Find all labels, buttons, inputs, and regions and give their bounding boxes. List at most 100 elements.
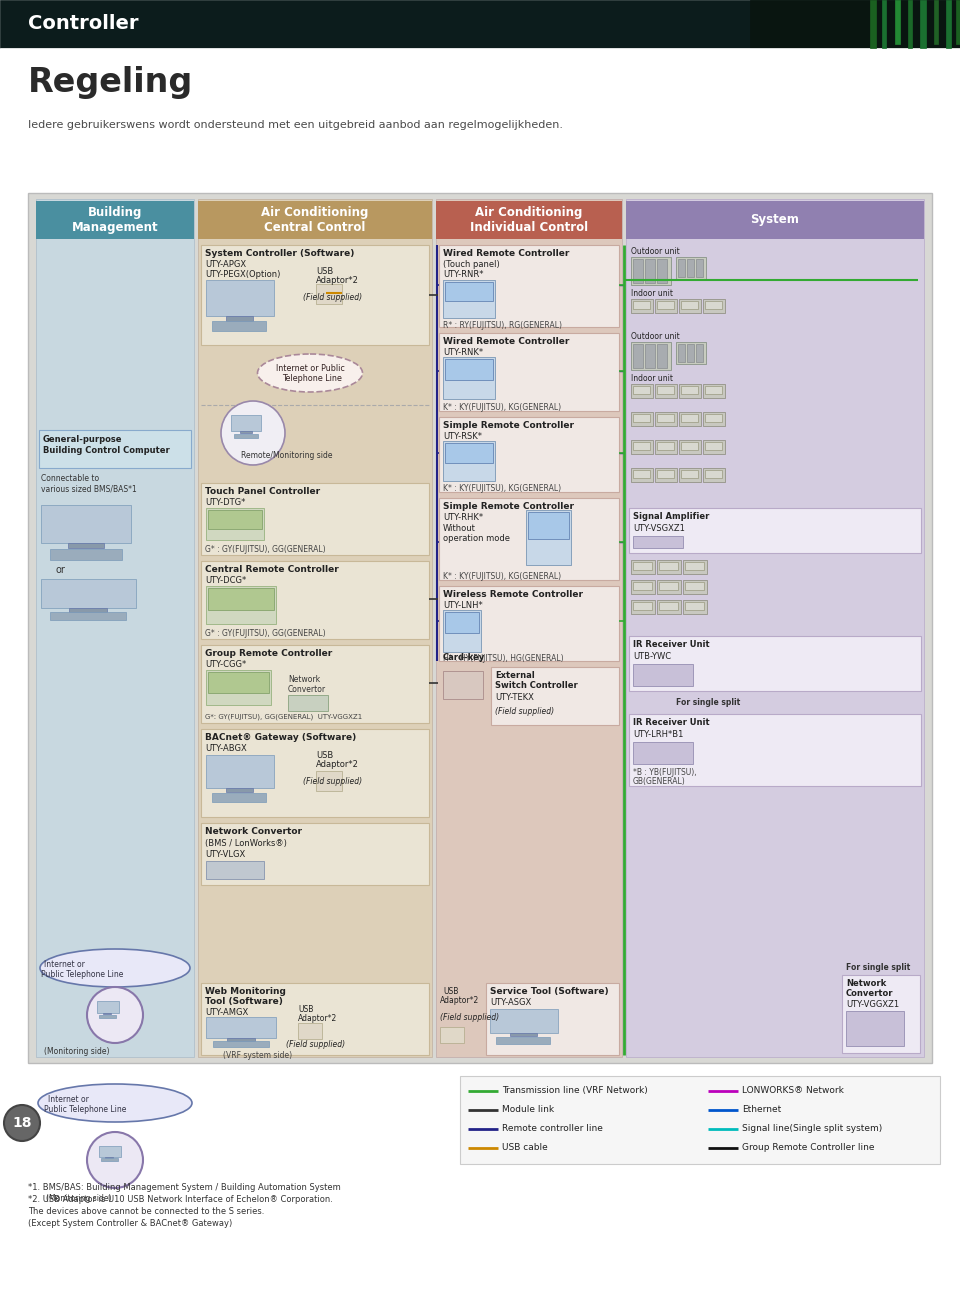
FancyBboxPatch shape: [655, 440, 677, 454]
FancyBboxPatch shape: [28, 193, 932, 1063]
FancyBboxPatch shape: [705, 470, 722, 477]
FancyBboxPatch shape: [657, 301, 674, 310]
FancyBboxPatch shape: [445, 444, 493, 463]
FancyBboxPatch shape: [208, 510, 262, 530]
FancyBboxPatch shape: [201, 984, 429, 1055]
FancyBboxPatch shape: [198, 200, 432, 239]
FancyBboxPatch shape: [490, 1010, 558, 1033]
Text: Module link: Module link: [502, 1105, 554, 1114]
Text: Network Convertor: Network Convertor: [205, 827, 302, 837]
FancyBboxPatch shape: [633, 562, 652, 570]
FancyBboxPatch shape: [657, 442, 674, 450]
Text: USB cable: USB cable: [502, 1144, 548, 1151]
Text: Remote/Monitoring side: Remote/Monitoring side: [241, 451, 332, 461]
Text: UTY-CGG*: UTY-CGG*: [205, 660, 247, 669]
FancyBboxPatch shape: [631, 412, 653, 425]
FancyBboxPatch shape: [633, 602, 652, 610]
FancyBboxPatch shape: [41, 505, 131, 543]
Text: Air Conditioning
Central Control: Air Conditioning Central Control: [261, 206, 369, 234]
FancyBboxPatch shape: [443, 671, 483, 699]
FancyBboxPatch shape: [206, 755, 274, 788]
FancyBboxPatch shape: [679, 468, 701, 481]
Text: Adaptor*2: Adaptor*2: [316, 760, 359, 769]
Text: BACnet® Gateway (Software): BACnet® Gateway (Software): [205, 732, 356, 742]
FancyBboxPatch shape: [240, 431, 252, 433]
Text: USB: USB: [316, 267, 333, 276]
FancyBboxPatch shape: [631, 299, 653, 314]
FancyBboxPatch shape: [510, 1033, 537, 1036]
FancyBboxPatch shape: [659, 602, 678, 610]
Text: UTY-DTG*: UTY-DTG*: [205, 498, 246, 507]
FancyBboxPatch shape: [920, 0, 926, 48]
Text: (Field supplied): (Field supplied): [303, 293, 362, 302]
Text: Simple Remote Controller: Simple Remote Controller: [443, 422, 574, 431]
FancyBboxPatch shape: [655, 299, 677, 314]
FancyBboxPatch shape: [486, 984, 619, 1055]
FancyBboxPatch shape: [206, 585, 276, 624]
FancyBboxPatch shape: [705, 442, 722, 450]
FancyBboxPatch shape: [681, 442, 698, 450]
FancyBboxPatch shape: [208, 673, 269, 693]
Text: *2. USB Adaptor is U10 USB Network Interface of Echelon® Corporation.: *2. USB Adaptor is U10 USB Network Inter…: [28, 1196, 333, 1203]
Text: (Touch panel): (Touch panel): [443, 260, 500, 269]
FancyBboxPatch shape: [956, 0, 960, 44]
Text: K* : KY(FUJITSU), KG(GENERAL): K* : KY(FUJITSU), KG(GENERAL): [443, 484, 562, 493]
Text: Wireless Remote Controller: Wireless Remote Controller: [443, 589, 583, 598]
FancyBboxPatch shape: [908, 0, 912, 48]
FancyBboxPatch shape: [657, 343, 667, 368]
FancyBboxPatch shape: [842, 974, 920, 1053]
FancyBboxPatch shape: [683, 600, 707, 614]
Text: Outdoor unit: Outdoor unit: [631, 332, 680, 341]
Text: UTY-RSK*: UTY-RSK*: [443, 432, 482, 441]
FancyBboxPatch shape: [206, 670, 271, 705]
FancyBboxPatch shape: [685, 562, 704, 570]
FancyBboxPatch shape: [212, 794, 266, 801]
Text: System: System: [751, 213, 800, 226]
FancyBboxPatch shape: [436, 199, 622, 1056]
FancyBboxPatch shape: [206, 280, 274, 316]
FancyBboxPatch shape: [526, 510, 571, 565]
FancyBboxPatch shape: [657, 600, 681, 614]
FancyBboxPatch shape: [870, 0, 876, 48]
FancyBboxPatch shape: [631, 468, 653, 481]
FancyBboxPatch shape: [681, 414, 698, 422]
Circle shape: [221, 401, 285, 464]
Text: Adaptor*2: Adaptor*2: [316, 276, 359, 285]
Text: Building Control Computer: Building Control Computer: [43, 446, 170, 455]
FancyBboxPatch shape: [316, 771, 342, 791]
Text: Tool (Software): Tool (Software): [205, 997, 283, 1006]
Text: UTB-YWC: UTB-YWC: [633, 652, 671, 661]
FancyBboxPatch shape: [657, 414, 674, 422]
FancyBboxPatch shape: [633, 470, 650, 477]
FancyBboxPatch shape: [659, 582, 678, 589]
FancyBboxPatch shape: [703, 440, 725, 454]
FancyBboxPatch shape: [626, 199, 924, 1056]
FancyBboxPatch shape: [198, 199, 432, 1056]
FancyBboxPatch shape: [445, 611, 479, 634]
FancyBboxPatch shape: [679, 384, 701, 398]
Text: K* : KY(FUJITSU), KG(GENERAL): K* : KY(FUJITSU), KG(GENERAL): [443, 572, 562, 582]
Text: GB(GENERAL): GB(GENERAL): [633, 777, 685, 786]
Text: H* : HY(FUJITSU), HG(GENERAL): H* : HY(FUJITSU), HG(GENERAL): [443, 654, 564, 664]
FancyBboxPatch shape: [687, 259, 694, 277]
FancyBboxPatch shape: [679, 299, 701, 314]
FancyBboxPatch shape: [696, 259, 703, 277]
FancyBboxPatch shape: [439, 498, 619, 580]
FancyBboxPatch shape: [201, 483, 429, 556]
FancyBboxPatch shape: [685, 582, 704, 589]
Text: 18: 18: [12, 1116, 32, 1131]
Text: UTY-RNK*: UTY-RNK*: [443, 347, 483, 356]
Text: Adaptor*2: Adaptor*2: [298, 1013, 337, 1023]
FancyBboxPatch shape: [678, 343, 685, 362]
FancyBboxPatch shape: [681, 470, 698, 477]
Text: Regeling: Regeling: [28, 66, 193, 99]
FancyBboxPatch shape: [657, 559, 681, 574]
Text: various sized BMS/BAS*1: various sized BMS/BAS*1: [41, 484, 136, 493]
Text: Wired Remote Controller: Wired Remote Controller: [443, 248, 569, 258]
FancyBboxPatch shape: [443, 280, 495, 317]
Text: USB: USB: [443, 987, 458, 997]
FancyBboxPatch shape: [631, 440, 653, 454]
Text: (Field supplied): (Field supplied): [495, 706, 554, 716]
FancyBboxPatch shape: [683, 559, 707, 574]
Text: IR Receiver Unit: IR Receiver Unit: [633, 640, 709, 649]
